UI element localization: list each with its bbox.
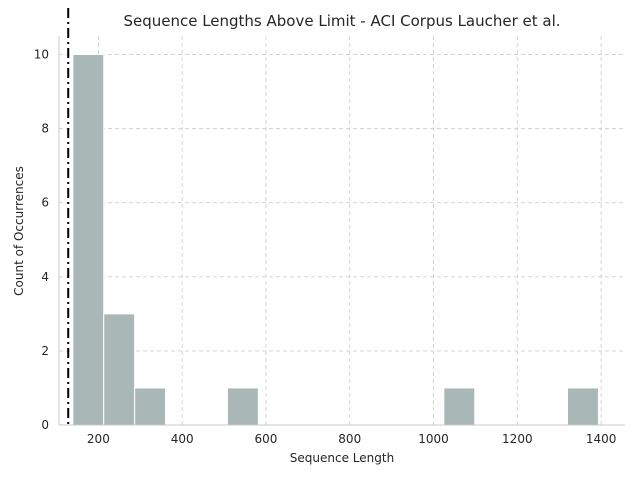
chart-title: Sequence Lengths Above Limit - ACI Corpu… (123, 12, 560, 30)
x-tick-label: 1000 (418, 432, 449, 446)
y-tick-label: 10 (34, 48, 49, 62)
x-axis-label: Sequence Length (290, 451, 394, 465)
grid-layer (59, 36, 625, 425)
histogram-bar (134, 387, 167, 426)
bar-layer (72, 54, 599, 426)
x-tick-label: 400 (171, 432, 194, 446)
histogram-bar (103, 313, 136, 426)
histogram-bar (72, 54, 105, 426)
histogram-bar (443, 387, 476, 426)
histogram-bar (567, 387, 599, 426)
axis-spines (58, 36, 625, 426)
tick-labels: 200 400 600 800 1000 1200 1400 0 2 4 6 8 10 (34, 48, 617, 446)
y-tick-label: 4 (41, 270, 49, 284)
y-tick-label: 2 (41, 344, 49, 358)
x-tick-label: 1200 (502, 432, 533, 446)
x-tick-label: 1400 (586, 432, 617, 446)
y-tick-label: 0 (41, 418, 49, 432)
y-tick-label: 6 (41, 196, 49, 210)
x-tick-label: 600 (255, 432, 278, 446)
x-tick-label: 200 (87, 432, 110, 446)
x-tick-label: 800 (338, 432, 361, 446)
y-axis-label: Count of Occurrences (12, 166, 26, 296)
histogram-bar (226, 387, 259, 426)
y-tick-label: 8 (41, 122, 49, 136)
